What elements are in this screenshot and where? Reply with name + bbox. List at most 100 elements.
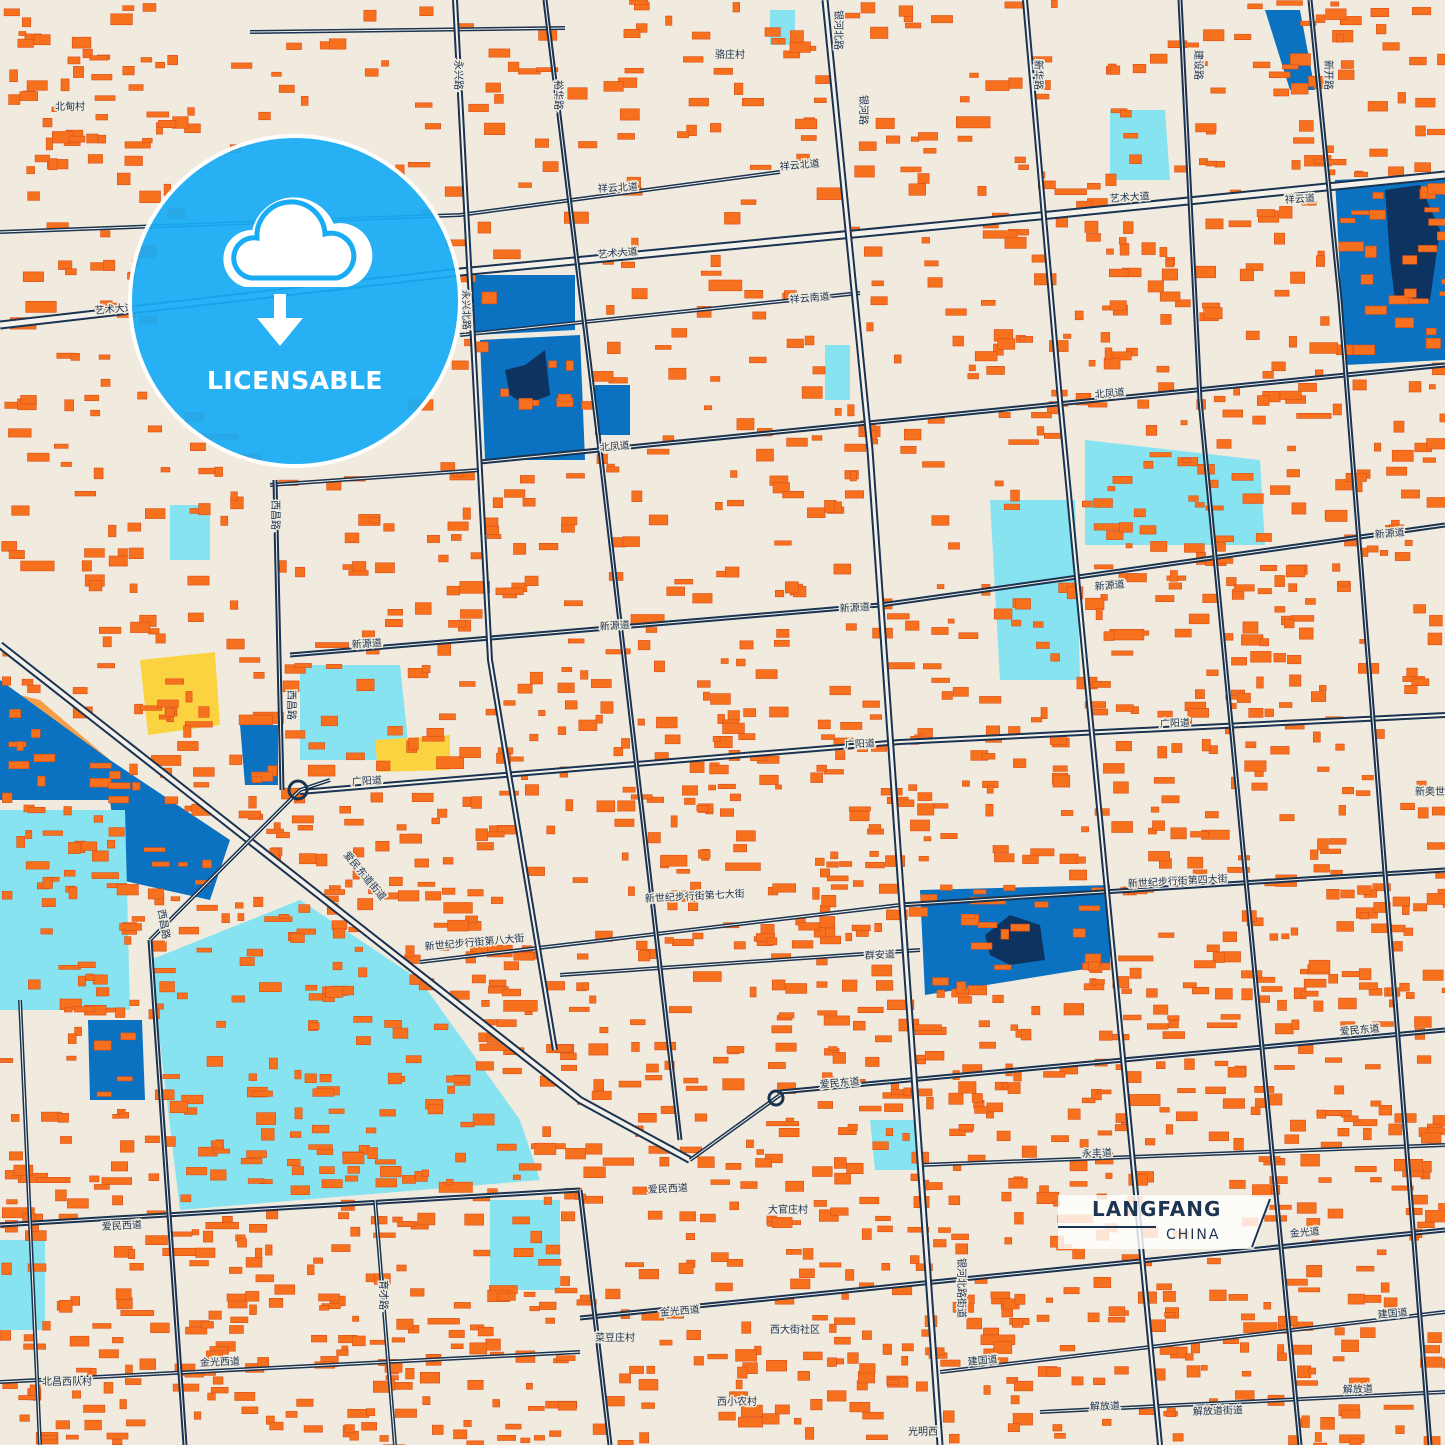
building [715, 1282, 733, 1292]
park-area [825, 345, 850, 400]
building [1033, 621, 1044, 628]
building [859, 1105, 882, 1112]
building [1233, 1138, 1244, 1151]
building [1311, 691, 1327, 702]
building [804, 335, 815, 346]
building [1299, 120, 1314, 132]
building [749, 356, 767, 364]
building [164, 796, 179, 805]
building [865, 1434, 888, 1440]
building [1299, 627, 1314, 640]
building [476, 842, 494, 851]
building [172, 1383, 200, 1392]
building [86, 133, 99, 144]
building [647, 1210, 663, 1220]
building [1284, 618, 1295, 629]
building [1301, 199, 1317, 206]
building [940, 884, 953, 891]
building [112, 1439, 123, 1445]
building [744, 289, 764, 299]
building [1069, 1181, 1088, 1187]
building [1079, 1139, 1089, 1148]
building [947, 618, 955, 624]
building [910, 819, 930, 832]
building [1429, 384, 1436, 390]
building [1162, 1291, 1176, 1302]
building [72, 1390, 81, 1399]
building [111, 1161, 129, 1172]
building [722, 722, 745, 734]
building [1274, 606, 1286, 613]
road-label: 新源道 [351, 636, 382, 651]
building [1095, 607, 1103, 620]
building [1340, 1021, 1356, 1029]
building [495, 587, 524, 595]
building [155, 1089, 175, 1101]
building [816, 764, 827, 772]
building [980, 299, 996, 306]
building [518, 398, 533, 410]
building [679, 1211, 696, 1222]
building [974, 1106, 989, 1114]
building [67, 56, 81, 65]
building [391, 1337, 406, 1343]
building [100, 378, 111, 387]
building [1247, 3, 1263, 10]
licensable-badge[interactable]: LICENSABLE [132, 138, 458, 464]
building [686, 1330, 701, 1341]
building [782, 490, 804, 499]
building [81, 841, 98, 851]
building [582, 982, 589, 991]
building [655, 345, 672, 350]
building [877, 1225, 893, 1233]
building [773, 639, 790, 647]
building [303, 1425, 323, 1433]
building [871, 280, 884, 287]
building [1271, 361, 1286, 372]
road-xinkai-inner [1309, 0, 1431, 1445]
building [1166, 1410, 1176, 1417]
building [852, 880, 864, 887]
building [64, 1007, 73, 1013]
building [1240, 1342, 1250, 1353]
building [948, 542, 960, 550]
building [636, 940, 648, 950]
building [112, 1114, 120, 1119]
building [21, 678, 34, 686]
building [813, 1200, 827, 1207]
building [826, 861, 839, 868]
building [646, 796, 664, 803]
building [248, 795, 257, 809]
building [1161, 795, 1180, 804]
building [1097, 1089, 1112, 1095]
building [1019, 336, 1033, 343]
building [844, 443, 867, 452]
building [108, 782, 131, 790]
building [739, 640, 754, 650]
building [785, 1180, 804, 1192]
building [625, 1262, 645, 1268]
building [908, 784, 918, 791]
building [1004, 236, 1027, 249]
building [139, 190, 161, 203]
building [1364, 305, 1387, 315]
building [620, 1332, 633, 1341]
building [361, 630, 375, 641]
building [900, 445, 917, 454]
building [55, 1420, 70, 1430]
road-label: 永兴北路 [459, 290, 473, 330]
building [350, 1226, 361, 1237]
building [308, 1022, 320, 1030]
building [55, 1189, 67, 1202]
building [1059, 853, 1079, 864]
building [98, 354, 111, 360]
building [379, 1109, 396, 1117]
building [1014, 156, 1026, 163]
building [1208, 1131, 1229, 1142]
building [1320, 316, 1330, 326]
building [764, 27, 781, 37]
building [1231, 657, 1247, 666]
building [97, 663, 115, 669]
building [524, 575, 539, 586]
